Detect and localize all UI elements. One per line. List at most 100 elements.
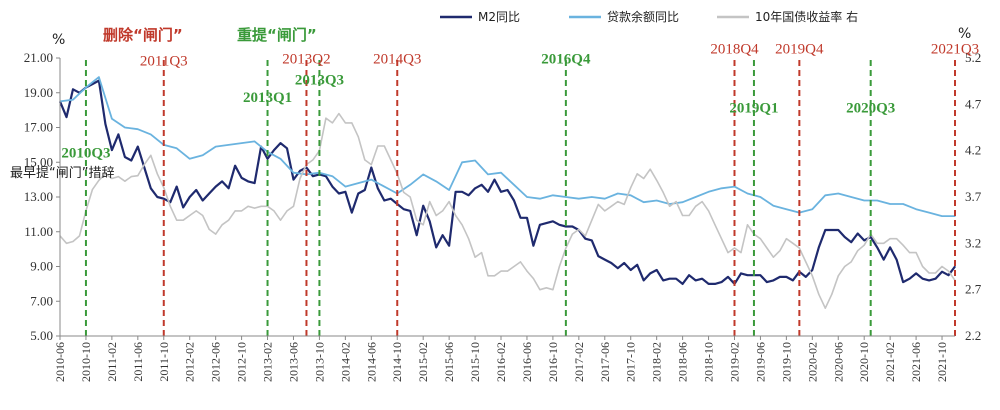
data-point-m2 [934, 278, 937, 280]
data-point-loan [889, 203, 891, 205]
data-point-bond [442, 210, 444, 212]
data-point-loan [292, 172, 295, 174]
data-point-m2 [506, 189, 509, 191]
y-right-tick-label: 2.2 [965, 328, 981, 343]
data-point-loan [578, 198, 580, 200]
data-point-bond [584, 235, 586, 237]
data-point-m2 [448, 245, 450, 247]
data-point-bond [837, 275, 839, 277]
event-label-2021q3: 2021Q3 [931, 41, 979, 57]
event-label-2019q4: 2019Q4 [775, 41, 824, 57]
data-point-m2 [72, 88, 74, 90]
data-point-bond [325, 117, 327, 119]
data-point-loan [240, 142, 243, 144]
data-point-bond [124, 180, 126, 182]
data-point-m2 [571, 225, 573, 228]
x-tick-label: 2020-10 [857, 342, 871, 382]
data-point-m2 [552, 220, 554, 222]
data-point-bond [727, 252, 729, 254]
data-point-bond [299, 177, 301, 180]
data-point-bond [656, 179, 658, 181]
data-point-bond [247, 205, 249, 207]
x-tick-label: 2017-10 [624, 342, 638, 382]
data-point-bond [240, 210, 243, 212]
data-point-m2 [662, 279, 664, 281]
x-tick-label: 2018-06 [676, 342, 690, 382]
y-right-tick-label: 4.2 [965, 143, 981, 158]
data-point-m2 [370, 166, 372, 169]
data-point-loan [279, 158, 282, 160]
data-point-m2 [286, 147, 288, 149]
data-point-m2 [584, 238, 586, 240]
data-point-m2 [824, 229, 826, 231]
data-point-m2 [416, 234, 418, 236]
x-tick-label: 2010-06 [53, 342, 67, 382]
x-tick-label: 2015-06 [442, 342, 456, 382]
data-point-loan [811, 208, 813, 210]
data-point-bond [889, 238, 891, 240]
data-point-bond [707, 210, 710, 212]
data-point-loan [383, 185, 385, 188]
data-point-loan [357, 182, 359, 184]
data-point-loan [565, 196, 567, 198]
data-point-bond [720, 238, 723, 240]
data-point-bond [416, 219, 418, 221]
data-point-bond [578, 228, 580, 231]
x-tick-label: 2015-02 [416, 342, 430, 382]
data-point-m2 [694, 279, 697, 281]
data-point-m2 [805, 276, 807, 278]
data-point-bond [111, 177, 113, 180]
data-point-m2 [137, 146, 139, 148]
data-point-m2 [643, 279, 645, 281]
series-line-m2 [58, 79, 956, 285]
data-point-bond [91, 188, 94, 191]
data-point-loan [707, 191, 710, 193]
data-point-loan [928, 212, 930, 214]
y-left-tick-label: 11.00 [24, 224, 53, 239]
data-point-bond [876, 242, 878, 244]
data-point-bond [390, 159, 392, 161]
data-point-bond [934, 272, 937, 274]
data-point-loan [331, 175, 333, 177]
data-point-loan [370, 179, 372, 181]
data-point-m2 [429, 220, 431, 222]
data-point-bond [675, 201, 677, 203]
annotations: 2010Q3 2011Q3 2013Q1 2013Q2 2013Q3 2014Q3 2016… [10, 26, 979, 181]
data-point-m2 [338, 192, 340, 195]
data-point-bond [766, 247, 768, 249]
data-point-loan [111, 118, 113, 120]
x-tick-label: 2014-02 [338, 342, 352, 382]
data-point-bond [604, 210, 606, 212]
data-point-m2 [124, 156, 126, 158]
data-point-m2 [831, 229, 833, 231]
header-remove-gate: 删除“闸门” [103, 26, 183, 44]
data-point-bond [565, 247, 567, 249]
data-point-loan [461, 161, 463, 163]
data-point-bond [928, 272, 930, 274]
data-point-m2 [623, 262, 625, 264]
data-point-bond [78, 235, 81, 237]
y-left-tick-label: 7.00 [30, 293, 53, 308]
event-label-2019q1: 2019Q1 [729, 100, 778, 116]
data-point-bond [779, 250, 781, 252]
data-point-m2 [91, 83, 94, 85]
data-point-m2 [857, 232, 859, 235]
data-point-bond [896, 238, 898, 240]
data-point-m2 [604, 258, 606, 261]
data-point-m2 [409, 210, 411, 212]
x-tick-label: 2019-06 [753, 342, 767, 382]
data-point-m2 [351, 212, 353, 214]
data-point-loan [72, 99, 74, 101]
data-point-bond [338, 113, 340, 115]
data-point-m2 [727, 276, 729, 278]
data-point-m2 [941, 271, 943, 273]
data-point-bond [863, 244, 865, 246]
data-point-bond [941, 265, 943, 268]
data-point-bond [818, 293, 820, 295]
data-point-bond [669, 205, 671, 207]
x-tick-label: 2020-02 [805, 342, 819, 382]
x-tick-label: 2013-10 [312, 342, 326, 382]
data-point-bond [364, 159, 366, 161]
data-point-bond [422, 224, 424, 226]
data-point-m2 [273, 149, 275, 151]
